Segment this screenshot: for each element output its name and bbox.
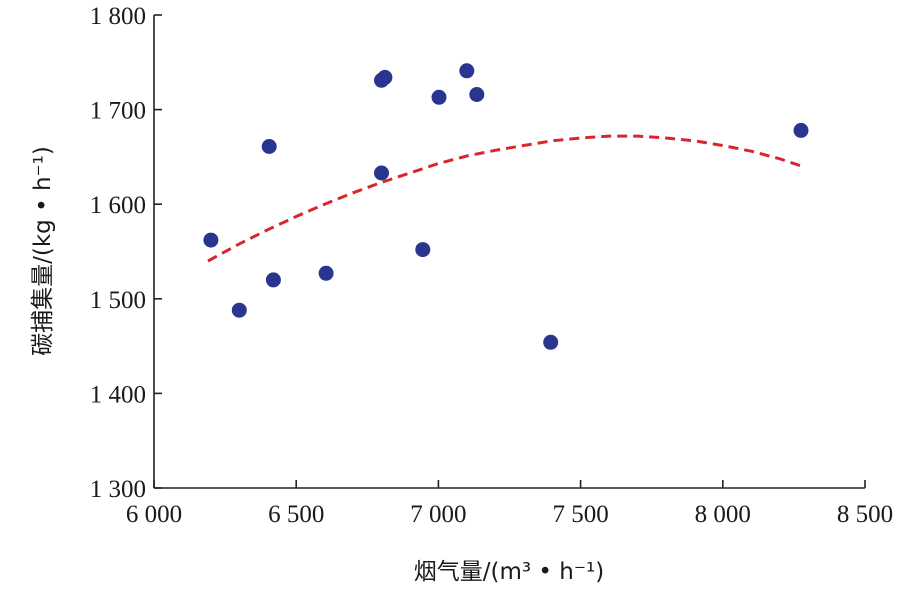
x-axis-label: 烟气量/(m³ • h⁻¹) <box>414 559 604 585</box>
fit-curve-line <box>207 134 806 263</box>
y-tick-label: 1 700 <box>90 98 146 125</box>
data-point <box>459 63 475 79</box>
x-ticks: 6 000 6 500 7 000 7 500 8 000 8 500 <box>126 480 893 528</box>
y-tick-label: 1 400 <box>90 381 146 408</box>
x-tick-label: 6 000 <box>126 501 182 528</box>
x-tick-label: 8 500 <box>837 501 893 528</box>
data-point <box>377 69 393 85</box>
x-tick-label: 7 000 <box>410 501 466 528</box>
data-point <box>415 242 431 258</box>
x-tick-label: 7 500 <box>552 501 608 528</box>
y-ticks: 1 300 1 400 1 500 1 600 1 700 1 800 <box>90 3 162 503</box>
data-point <box>543 334 559 350</box>
data-point <box>793 122 809 138</box>
axes <box>153 15 865 489</box>
data-point <box>318 265 334 281</box>
y-tick-label: 1 500 <box>90 287 146 314</box>
x-tick-label: 6 500 <box>268 501 324 528</box>
plot-area <box>203 63 809 350</box>
data-point <box>374 165 389 181</box>
x-tick-label: 8 000 <box>695 501 751 528</box>
y-tick-label: 1 600 <box>90 192 146 219</box>
y-tick-label: 1 800 <box>90 3 146 30</box>
data-point <box>261 139 277 154</box>
data-point <box>431 89 447 105</box>
data-point <box>203 232 219 248</box>
data-point <box>231 302 247 318</box>
y-tick-label: 1 300 <box>90 476 146 503</box>
y-axis-label: 碳捕集量/(kg • h⁻¹) <box>30 146 56 356</box>
data-point <box>265 272 281 288</box>
data-point <box>469 87 485 102</box>
